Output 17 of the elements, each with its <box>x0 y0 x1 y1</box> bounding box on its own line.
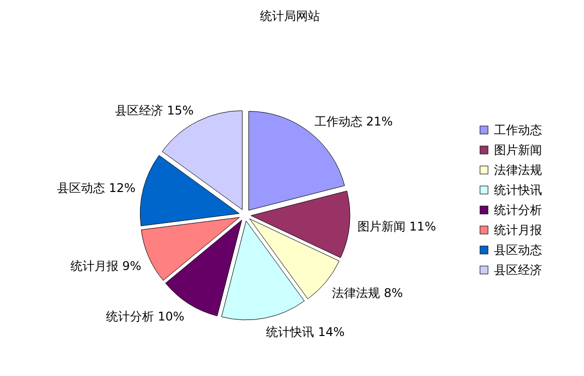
category-label: 统计月报 9% <box>70 258 142 273</box>
legend-label: 县区经济 <box>494 263 542 277</box>
category-label: 统计快讯 14% <box>266 325 345 339</box>
legend-label: 统计月报 <box>494 223 542 237</box>
category-label: 法律法规 8% <box>332 286 403 300</box>
legend-label: 县区动态 <box>494 243 542 257</box>
legend-label: 统计快讯 <box>494 183 542 197</box>
legend-label: 法律法规 <box>494 163 542 177</box>
legend-label: 统计分析 <box>494 203 542 217</box>
category-label: 县区经济 15% <box>115 103 194 118</box>
legend-label: 图片新闻 <box>494 143 542 157</box>
category-label: 图片新闻 11% <box>358 220 436 234</box>
category-label: 县区动态 12% <box>57 180 136 195</box>
chart-title: 统计局网站 <box>260 9 320 23</box>
category-label: 统计分析 10% <box>106 309 184 324</box>
category-label: 工作动态 21% <box>314 114 393 129</box>
legend-label: 工作动态 <box>494 123 542 137</box>
